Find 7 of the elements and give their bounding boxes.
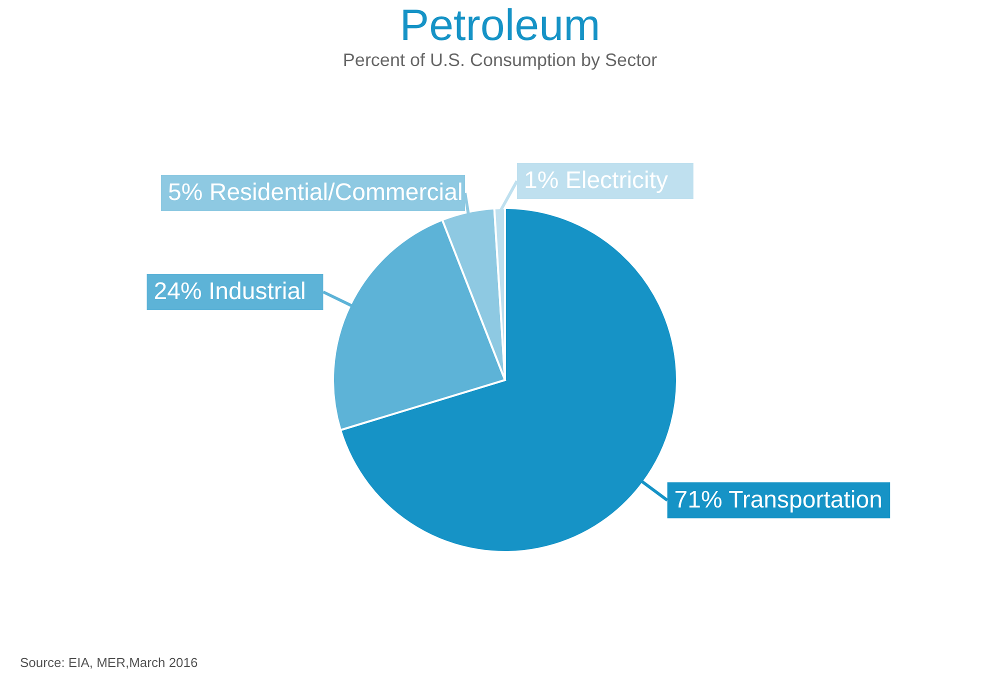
chart-title: Petroleum — [400, 1, 600, 50]
slice-label: 1% Electricity — [524, 167, 668, 194]
chart-subtitle: Percent of U.S. Consumption by Sector — [342, 50, 658, 70]
slice-label: 5% Residential/Commercial — [168, 179, 463, 206]
slice-label: 71% Transportation — [674, 486, 882, 514]
slice-label: 24% Industrial — [154, 278, 306, 305]
source-note: Source: EIA, MER,March 2016 — [20, 655, 198, 670]
